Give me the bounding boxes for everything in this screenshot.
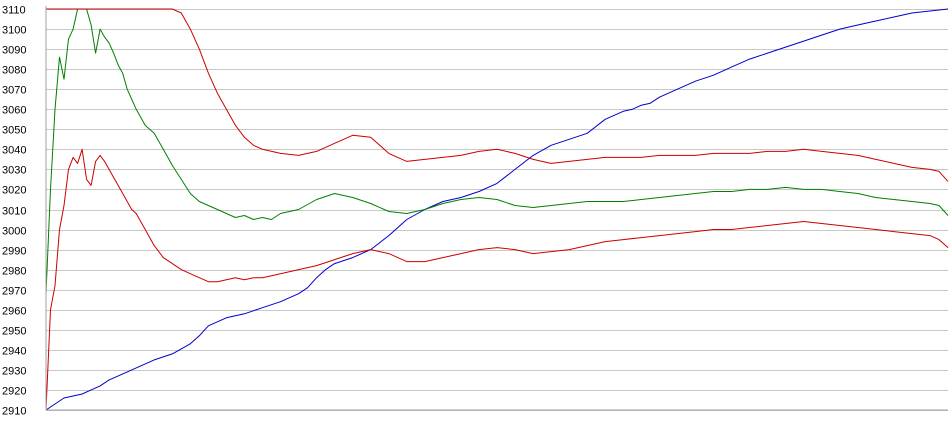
y-tick-label: 3000 (2, 226, 26, 238)
y-tick-label: 3100 (2, 25, 26, 37)
series-lines (45, 8, 949, 411)
y-tick-label: 2930 (2, 366, 26, 378)
y-tick-label: 2950 (2, 326, 26, 338)
y-tick-label: 2910 (2, 406, 26, 418)
y-tick-label: 3030 (2, 165, 26, 177)
y-tick-label: 3040 (2, 145, 26, 157)
y-axis-tick-labels: 2910 2920 2930 2940 2950 2960 2970 2980 2990 3000… (2, 5, 26, 418)
y-tick-label: 2980 (2, 266, 26, 278)
y-tick-label: 3020 (2, 185, 26, 197)
series-line-1 (45, 8, 949, 411)
y-tick-label: 2920 (2, 386, 26, 398)
y-tick-label: 3110 (2, 5, 26, 17)
y-tick-label: 3060 (2, 105, 26, 117)
y-tick-label: 3070 (2, 85, 26, 97)
series-line-4 (45, 148, 949, 411)
series-line-2 (45, 8, 949, 294)
series-line-3 (46, 8, 949, 182)
y-tick-label: 2990 (2, 246, 26, 258)
y-tick-label: 2960 (2, 306, 26, 318)
y-tick-label: 2970 (2, 286, 26, 298)
y-tick-label: 3080 (2, 65, 26, 77)
y-tick-label: 3010 (2, 206, 26, 218)
y-tick-label: 3050 (2, 125, 26, 137)
y-tick-label: 3090 (2, 45, 26, 57)
y-tick-label: 2940 (2, 346, 26, 358)
gridlines (46, 9, 948, 411)
